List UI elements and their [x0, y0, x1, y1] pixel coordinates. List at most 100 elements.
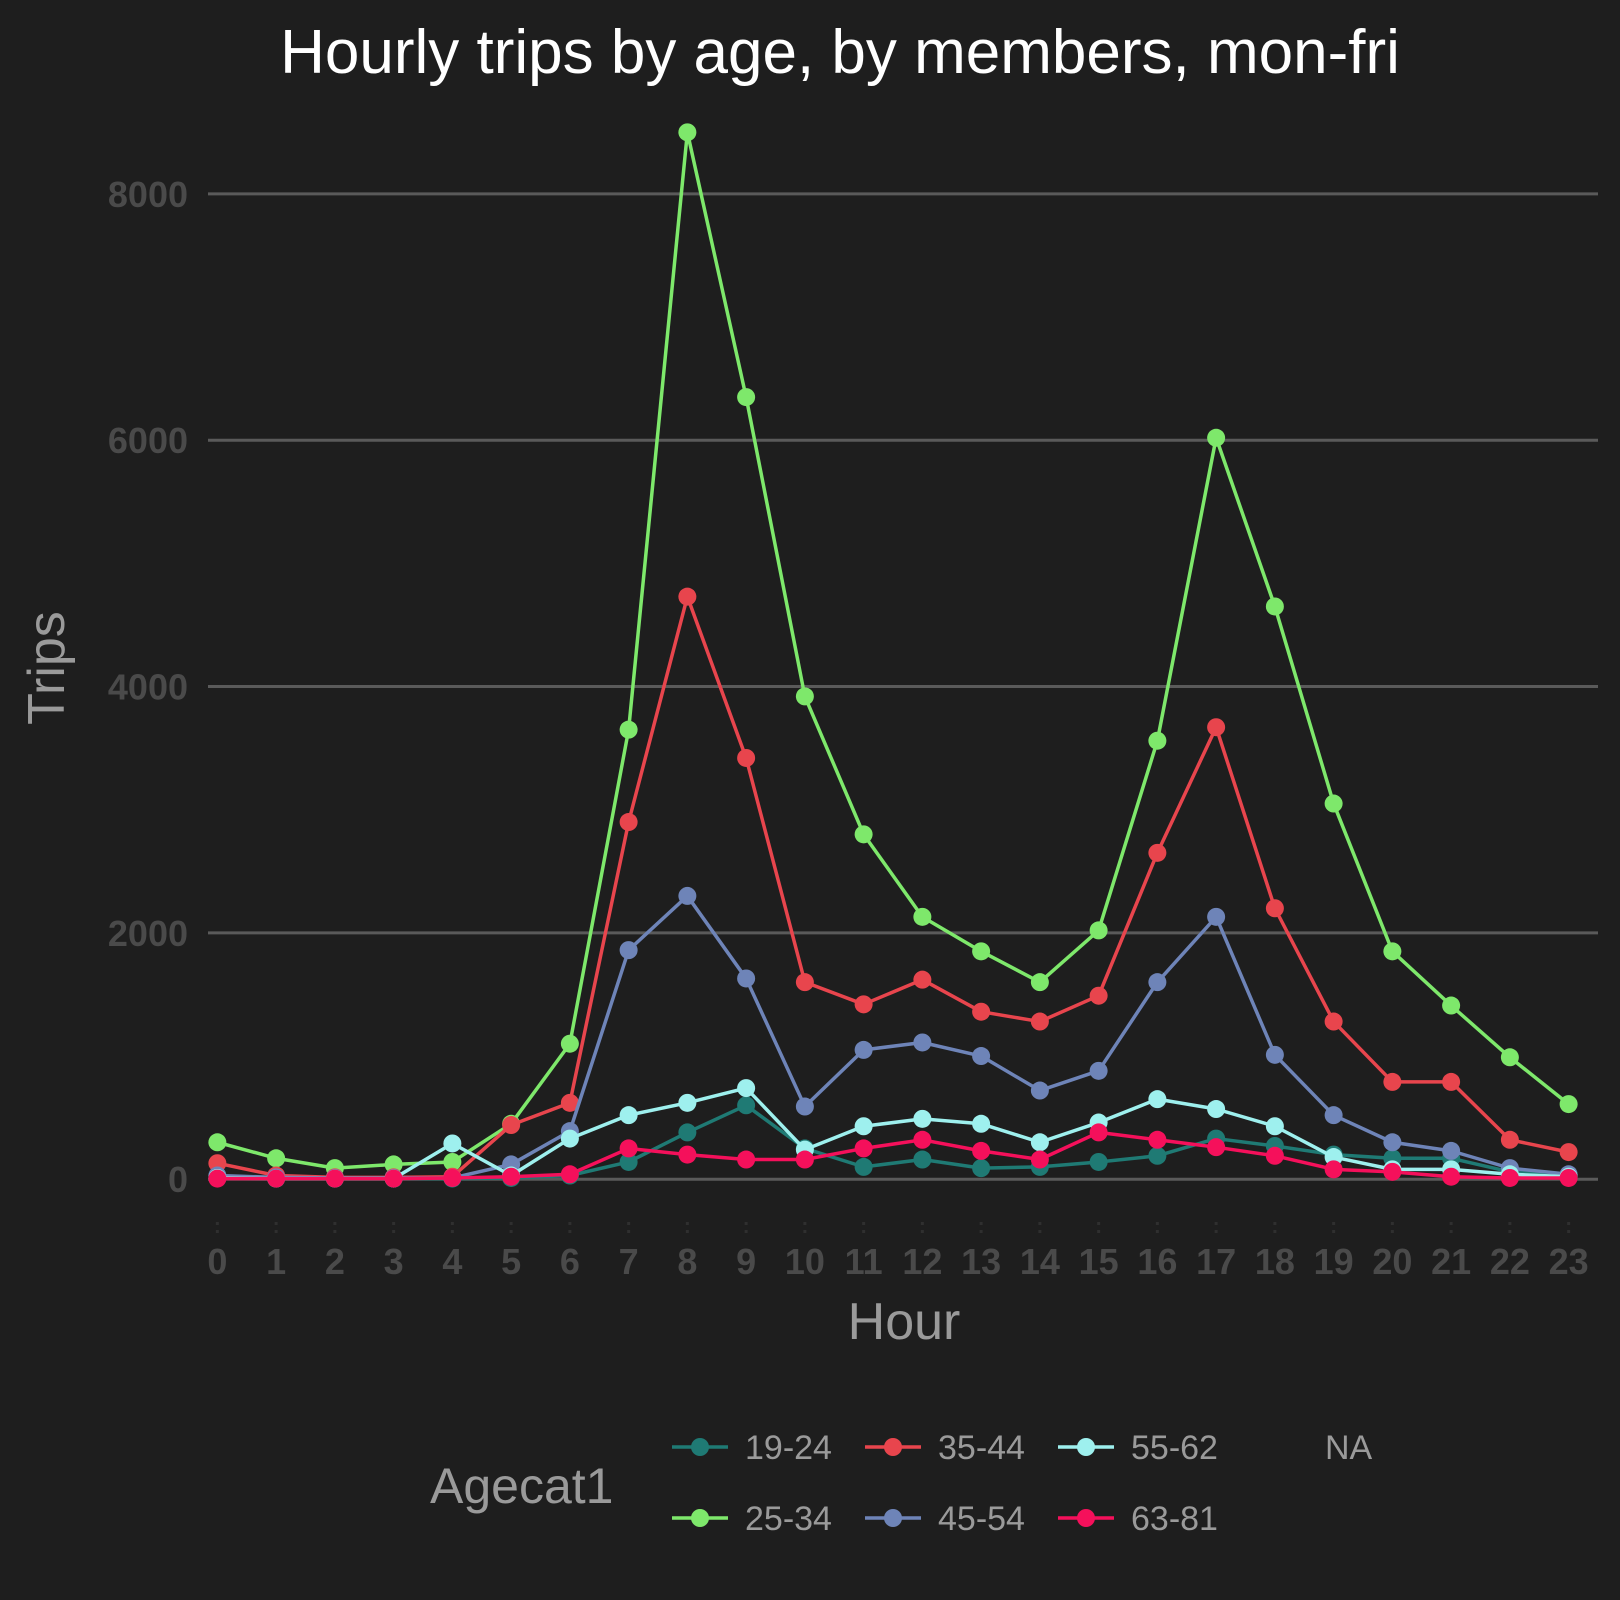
data-point: [1148, 731, 1167, 750]
data-point: [854, 995, 873, 1014]
legend-item-19-24: 19-24: [672, 1429, 832, 1467]
legend-swatch-point: [884, 1438, 902, 1456]
data-point: [737, 1096, 756, 1115]
data-point: [1383, 942, 1402, 961]
data-point: [1148, 1090, 1167, 1109]
data-point: [619, 1152, 638, 1171]
series-line: [217, 1130, 1569, 1181]
data-point: [972, 1002, 991, 1021]
data-point: [1442, 996, 1461, 1015]
legend-label: 19-24: [745, 1429, 832, 1467]
x-tick-label: 14: [1020, 1241, 1060, 1282]
data-point: [1500, 1048, 1519, 1067]
data-point: [619, 1139, 638, 1158]
data-point: [913, 1109, 932, 1128]
data-point: [737, 1079, 756, 1098]
data-point: [1500, 1168, 1519, 1187]
x-tick-label: 18: [1255, 1241, 1295, 1282]
legend-item-63-81: 63-81: [1058, 1500, 1218, 1538]
legend-swatch-point: [691, 1509, 709, 1527]
data-point: [1089, 986, 1108, 1005]
series-line: [217, 1103, 1569, 1181]
grid: [208, 192, 1598, 1181]
data-point: [854, 1040, 873, 1059]
x-tick-label: 23: [1549, 1241, 1589, 1282]
data-point: [325, 1169, 344, 1188]
data-point: [972, 1047, 991, 1066]
data-point: [913, 1150, 932, 1169]
data-point: [795, 973, 814, 992]
data-point: [972, 942, 991, 961]
y-axis-title: Trips: [18, 611, 76, 725]
data-point: [560, 1129, 579, 1148]
x-tick-label: 5: [501, 1241, 521, 1282]
legend-label: 45-54: [938, 1500, 1025, 1538]
legend-item-35-44: 35-44: [865, 1429, 1025, 1467]
data-point: [1089, 1152, 1108, 1171]
data-point: [1207, 718, 1226, 737]
legend-label: NA: [1325, 1429, 1373, 1467]
y-axis: 0 2000 4000 6000 8000: [108, 174, 188, 1200]
data-point: [795, 1097, 814, 1116]
data-point: [1030, 1081, 1049, 1100]
x-tick-label: 21: [1431, 1241, 1471, 1282]
data-point: [619, 941, 638, 960]
x-tick-label: 13: [961, 1241, 1001, 1282]
x-tick-label: 1: [266, 1241, 286, 1282]
data-point: [678, 587, 697, 606]
data-point: [1207, 428, 1226, 447]
x-tick-label: 2: [325, 1241, 345, 1282]
data-point: [1030, 1133, 1049, 1152]
x-tick-label: 10: [785, 1241, 825, 1282]
data-point: [1207, 907, 1226, 926]
y-tick-label: 2000: [108, 913, 188, 954]
x-tick-label: 8: [677, 1241, 697, 1282]
legend-swatch-point: [884, 1509, 902, 1527]
series-line: [216, 130, 1570, 1170]
data-point: [854, 1157, 873, 1176]
data-point: [443, 1168, 462, 1187]
data-point: [619, 720, 638, 739]
legend: Agecat1 19-24 35-44 55-62 NA 25-34 45-54 63-81: [430, 1429, 1373, 1538]
data-point: [384, 1155, 403, 1174]
legend-label: 55-62: [1131, 1429, 1218, 1467]
data-point: [795, 687, 814, 706]
data-point: [1089, 1123, 1108, 1142]
legend-label: 35-44: [938, 1429, 1025, 1467]
y-tick-label: 8000: [108, 174, 188, 215]
data-point: [560, 1034, 579, 1053]
data-point: [678, 1093, 697, 1112]
data-point: [1089, 921, 1108, 940]
legend-label: 63-81: [1131, 1500, 1218, 1538]
data-point: [502, 1167, 521, 1186]
x-tick-label: 3: [384, 1241, 404, 1282]
data-point: [972, 1141, 991, 1160]
data-point: [678, 1145, 697, 1164]
data-point: [913, 1130, 932, 1149]
data-point: [267, 1169, 286, 1188]
series-19-24: [208, 1096, 1578, 1188]
data-point: [1148, 1146, 1167, 1165]
legend-label: 25-34: [745, 1500, 832, 1538]
data-point: [737, 748, 756, 767]
legend-swatch-point: [1077, 1438, 1095, 1456]
data-point: [619, 1106, 638, 1125]
data-point: [1265, 597, 1284, 616]
data-point: [1383, 1133, 1402, 1152]
y-tick-label: 6000: [108, 420, 188, 461]
x-tick-label: 0: [207, 1241, 227, 1282]
data-point: [913, 970, 932, 989]
data-point: [1324, 1106, 1343, 1125]
data-point: [1324, 1160, 1343, 1179]
data-point: [502, 1116, 521, 1135]
series-group: [208, 123, 1578, 1188]
data-point: [267, 1149, 286, 1168]
x-tick-label: 16: [1137, 1241, 1177, 1282]
data-point: [737, 1150, 756, 1169]
data-point: [678, 1123, 697, 1142]
data-point: [854, 1139, 873, 1158]
data-point: [208, 1133, 227, 1152]
data-point: [1559, 1168, 1578, 1187]
data-point: [854, 825, 873, 844]
